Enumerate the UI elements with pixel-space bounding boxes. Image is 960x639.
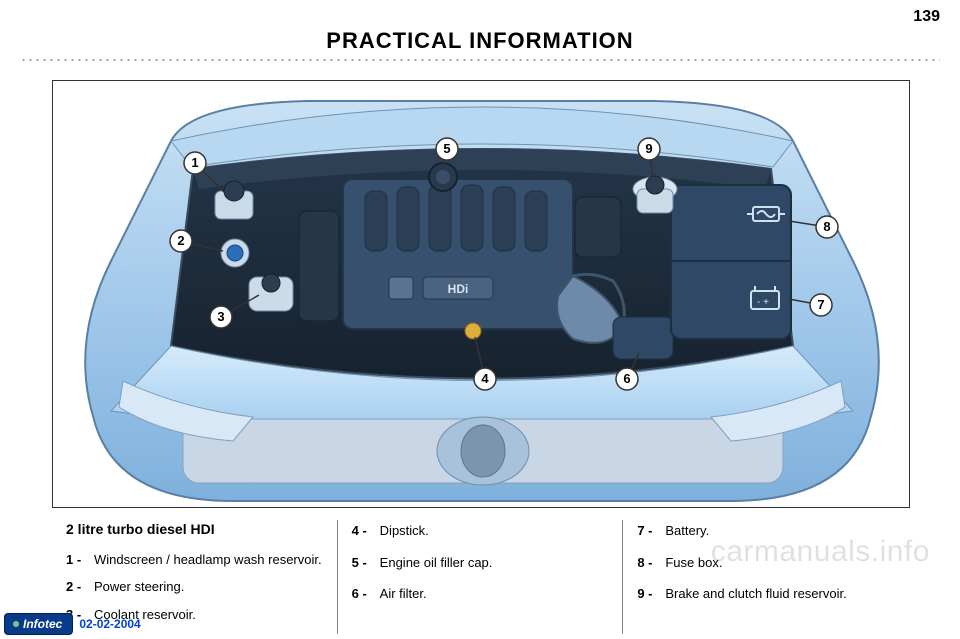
legend-item-5: 5 - Engine oil filler cap. [352,554,609,572]
coolant-reservoir [249,274,293,311]
legend-num: 1 - [66,551,94,569]
legend-text: Fuse box. [665,554,894,572]
legend-text: Dipstick. [380,522,609,540]
legend-num: 9 - [637,585,665,603]
svg-text:4: 4 [481,371,489,386]
legend-col-3: 7 - Battery. 8 - Fuse box. 9 - Brake and… [622,520,908,634]
legend-subtitle: 2 litre turbo diesel HDI [66,520,323,539]
legend-item-9: 9 - Brake and clutch fluid reservoir. [637,585,894,603]
svg-text:8: 8 [823,219,830,234]
svg-text:9: 9 [645,141,652,156]
legend-text: Brake and clutch fluid reservoir. [665,585,894,603]
svg-text:3: 3 [217,309,224,324]
infotec-badge: Infotec [4,613,73,635]
legend-item-1: 1 - Windscreen / headlamp wash reservoir… [66,551,323,569]
engine-diagram: HDi - + [52,80,910,508]
legend-item-2: 2 - Power steering. [66,578,323,596]
legend-num: 5 - [352,554,380,572]
legend-col-2: 4 - Dipstick. 5 - Engine oil filler cap.… [337,520,623,634]
dotted-divider [20,58,940,62]
dipstick [465,323,481,339]
legend-item-6: 6 - Air filter. [352,585,609,603]
legend-item-4: 4 - Dipstick. [352,522,609,540]
brake-fluid-reservoir [633,176,677,213]
footer-date: 02-02-2004 [79,617,140,631]
emblem [461,425,505,477]
legend-num: 6 - [352,585,380,603]
svg-text:1: 1 [191,155,198,170]
legend-text: Air filter. [380,585,609,603]
legend-num: 2 - [66,578,94,596]
legend-text: Engine oil filler cap. [380,554,609,572]
svg-text:6: 6 [623,371,630,386]
legend-text: Power steering. [94,578,323,596]
legend-num: 8 - [637,554,665,572]
legend-num: 4 - [352,522,380,540]
svg-text:5: 5 [443,141,450,156]
power-steering-reservoir [221,239,249,267]
legend-columns: 2 litre turbo diesel HDI 1 - Windscreen … [52,520,908,634]
legend-text: Windscreen / headlamp wash reservoir. [94,551,323,569]
svg-text:HDi: HDi [448,282,469,296]
legend-num: 7 - [637,522,665,540]
infotec-label: Infotec [23,617,62,631]
svg-text:- +: - + [757,297,769,308]
legend-item-8: 8 - Fuse box. [637,554,894,572]
legend-text: Battery. [665,522,894,540]
svg-text:7: 7 [817,297,824,312]
footer: Infotec 02-02-2004 [4,613,141,635]
legend-item-7: 7 - Battery. [637,522,894,540]
status-dot-icon [13,621,19,627]
page-title: PRACTICAL INFORMATION [0,28,960,54]
air-filter-box [613,317,673,359]
svg-text:2: 2 [177,233,184,248]
page-number: 139 [913,8,940,26]
